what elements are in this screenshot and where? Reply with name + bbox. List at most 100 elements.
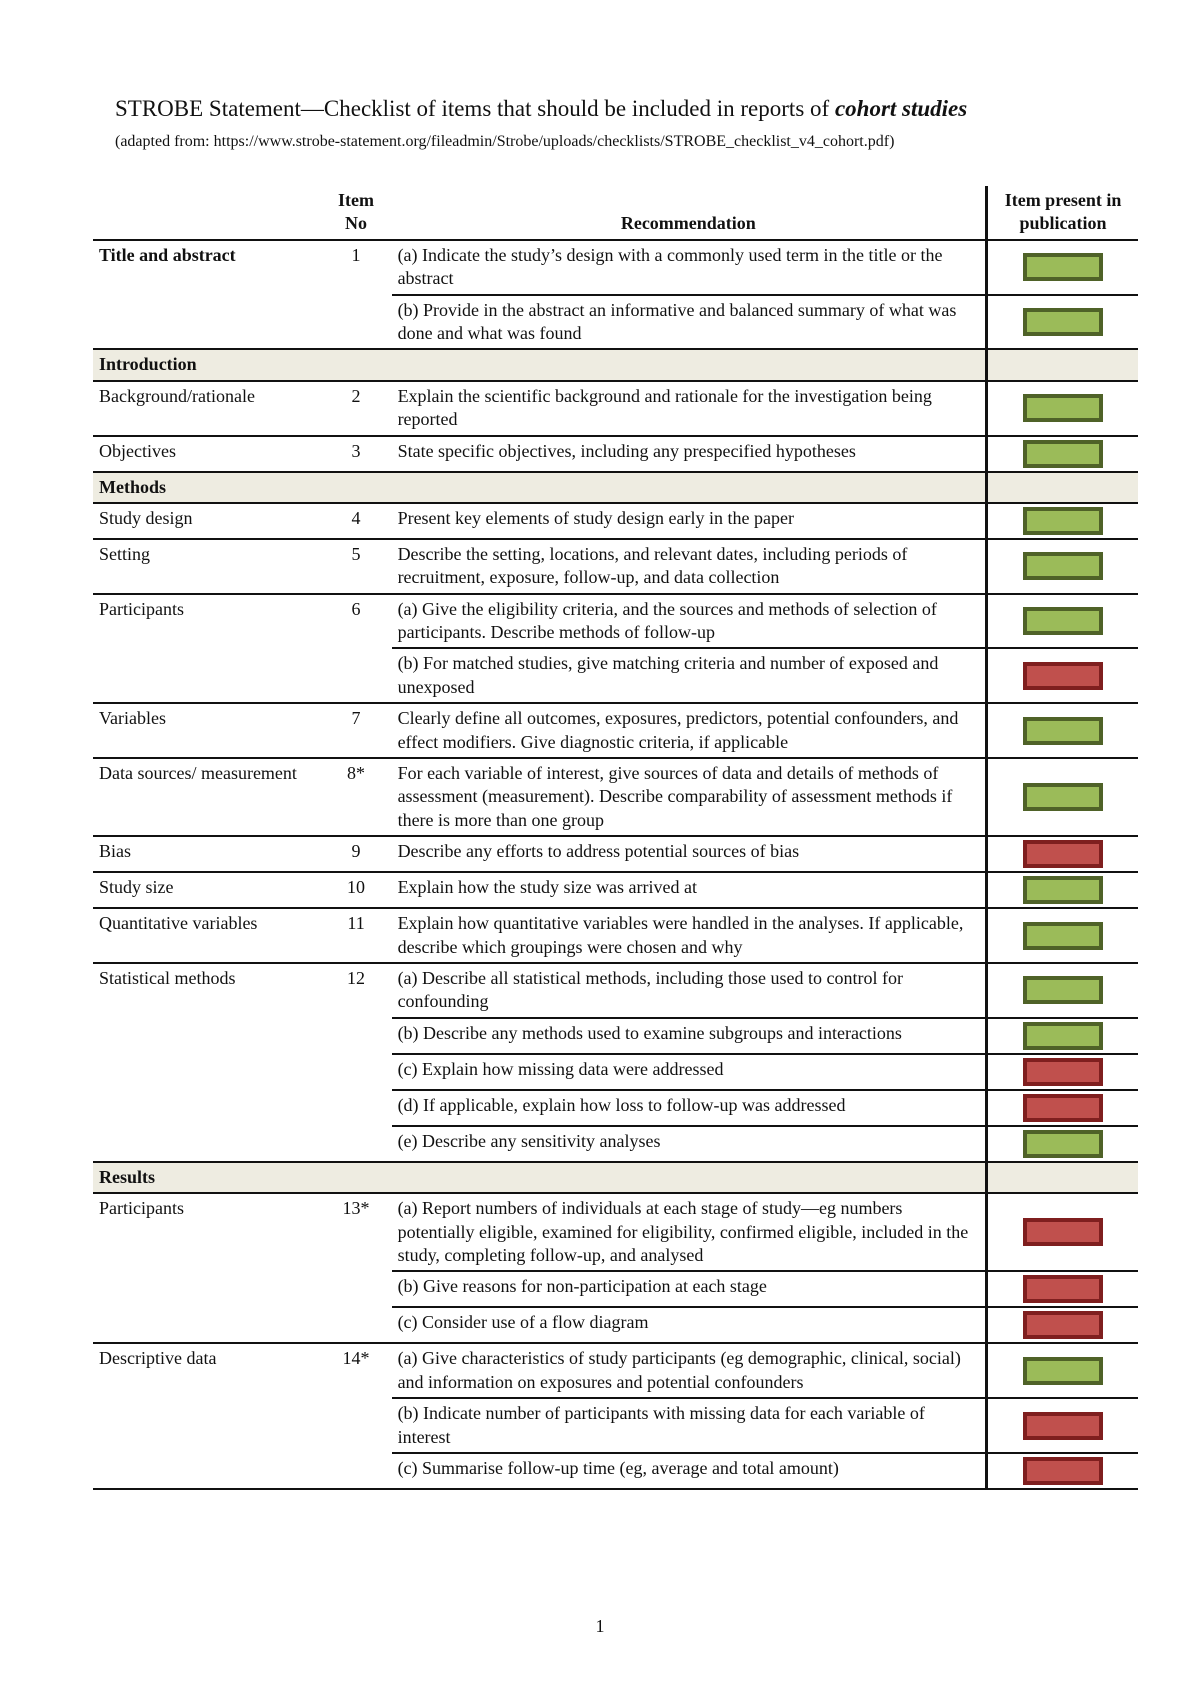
status-box <box>1023 307 1104 336</box>
recommendation: State specific objectives, including any… <box>391 435 987 473</box>
item-row: Setting 5 Describe the setting, locations,… <box>93 538 1138 595</box>
recommendation: (c) Consider use of a flow diagram <box>391 1307 987 1345</box>
recommendation: (a) Give characteristics of study partic… <box>391 1343 987 1400</box>
recommendation: (a) Give the eligibility criteria, and t… <box>391 593 987 650</box>
status-cell <box>985 239 1138 296</box>
recommendation: Explain how the study size was arrived a… <box>391 872 987 910</box>
recommendation: (e) Describe any sensitivity analyses <box>391 1125 987 1163</box>
status-cell <box>985 872 1138 910</box>
topic: Background/rationale <box>93 380 321 437</box>
item-row: Participants 13* (a) Report numbers of ind… <box>93 1193 1138 1345</box>
section-row: Introduction <box>93 349 1138 382</box>
recommendation: (b) Indicate number of participants with… <box>391 1398 987 1454</box>
item-row: (b) For matched studies, give matching c… <box>93 648 1138 705</box>
recommendation: Present key elements of study design ear… <box>391 502 987 540</box>
recommendation: (a) Describe all statistical methods, in… <box>391 962 987 1019</box>
recommendation: (a) Report numbers of individuals at eac… <box>391 1193 987 1273</box>
status-box <box>1023 783 1104 812</box>
table-body: Title and abstract 1 (a) Indicate the stud… <box>93 239 1138 1490</box>
status-box <box>1023 661 1104 690</box>
item-row: (c) Consider use of a flow diagram <box>93 1307 1138 1345</box>
topic: Quantitative variables <box>93 908 321 964</box>
topic: Participants <box>93 593 321 705</box>
status-box <box>1023 1356 1104 1385</box>
section-row: Methods <box>93 471 1138 504</box>
item-no: 13* <box>320 1193 392 1345</box>
recommendation: (c) Explain how missing data were addres… <box>391 1053 987 1091</box>
recommendation: Explain how quantitative variables were … <box>391 908 987 964</box>
status-box <box>1023 439 1104 468</box>
status-cell <box>985 648 1138 705</box>
item-row: Statistical methods 12 (a) Describe all st… <box>93 962 1138 1163</box>
section-title: Introduction <box>93 349 987 382</box>
item-row: (b) Describe any methods used to examine… <box>93 1017 1138 1055</box>
title-text: STROBE Statement—Checklist of items that… <box>115 96 835 121</box>
header-cell: Item present in publication <box>985 186 1138 241</box>
status-box <box>1023 1129 1104 1158</box>
item-no: 14* <box>320 1343 392 1490</box>
recommendation: For each variable of interest, give sour… <box>391 758 987 838</box>
status-box <box>1023 921 1104 950</box>
status-box <box>1023 552 1104 581</box>
item-no: 2 <box>320 380 392 437</box>
status-box <box>1023 506 1104 535</box>
status-box <box>1023 876 1104 905</box>
status-box <box>1023 1456 1104 1485</box>
status-cell <box>985 1053 1138 1091</box>
section-row: Results <box>93 1161 1138 1195</box>
item-row: Quantitative variables 11 Explain how quan… <box>93 908 1138 964</box>
item-row: (d) If applicable, explain how loss to f… <box>93 1089 1138 1127</box>
item-no: 1 <box>320 239 392 351</box>
status-cell <box>985 703 1138 760</box>
topic: Bias <box>93 836 321 874</box>
status-box <box>1023 1218 1104 1247</box>
topic: Setting <box>93 538 321 595</box>
item-row: Descriptive data 14* (a) Give characterist… <box>93 1343 1138 1490</box>
topic: Variables <box>93 703 321 760</box>
topic: Objectives <box>93 435 321 473</box>
recommendation: Describe any efforts to address potentia… <box>391 836 987 874</box>
status-cell <box>985 962 1138 1019</box>
topic: Study design <box>93 502 321 540</box>
recommendation: (c) Summarise follow-up time (eg, averag… <box>391 1452 987 1490</box>
section-status <box>985 471 1138 504</box>
item-no: 6 <box>320 593 392 705</box>
status-cell <box>985 1125 1138 1163</box>
status-cell <box>985 1398 1138 1454</box>
topic: Statistical methods <box>93 962 321 1163</box>
status-cell <box>985 836 1138 874</box>
recommendation: Describe the setting, locations, and rel… <box>391 538 987 595</box>
item-no: 3 <box>320 435 392 473</box>
status-box <box>1023 394 1104 423</box>
status-cell <box>985 1343 1138 1400</box>
status-cell <box>985 538 1138 595</box>
recommendation: (b) For matched studies, give matching c… <box>391 648 987 705</box>
topic: Participants <box>93 1193 321 1345</box>
item-no: 7 <box>320 703 392 760</box>
status-box <box>1023 1275 1104 1304</box>
recommendation: (b) Give reasons for non-participation a… <box>391 1271 987 1309</box>
item-row: Variables 7 Clearly define all outcomes, e… <box>93 703 1138 760</box>
status-box <box>1023 1311 1104 1340</box>
recommendation: (d) If applicable, explain how loss to f… <box>391 1089 987 1127</box>
status-cell <box>985 758 1138 838</box>
item-row: Background/rationale 2 Explain the scienti… <box>93 380 1138 437</box>
item-row: Bias 9 Describe any efforts to address pot… <box>93 836 1138 874</box>
recommendation: (b) Describe any methods used to examine… <box>391 1017 987 1055</box>
section-title: Methods <box>93 471 987 504</box>
item-no: 11 <box>320 908 392 964</box>
item-no: 8* <box>320 758 392 838</box>
item-row: (b) Provide in the abstract an informati… <box>93 294 1138 351</box>
status-box <box>1023 1021 1104 1050</box>
item-no: 5 <box>320 538 392 595</box>
status-box <box>1023 976 1104 1005</box>
item-no: 12 <box>320 962 392 1163</box>
header-row: Item No Recommendation Item present in p… <box>93 186 1138 241</box>
topic: Descriptive data <box>93 1343 321 1490</box>
recommendation: Clearly define all outcomes, exposures, … <box>391 703 987 760</box>
status-cell <box>985 1193 1138 1273</box>
header-cell <box>93 186 321 241</box>
status-box <box>1023 1411 1104 1440</box>
item-row: Title and abstract 1 (a) Indicate the stud… <box>93 239 1138 351</box>
